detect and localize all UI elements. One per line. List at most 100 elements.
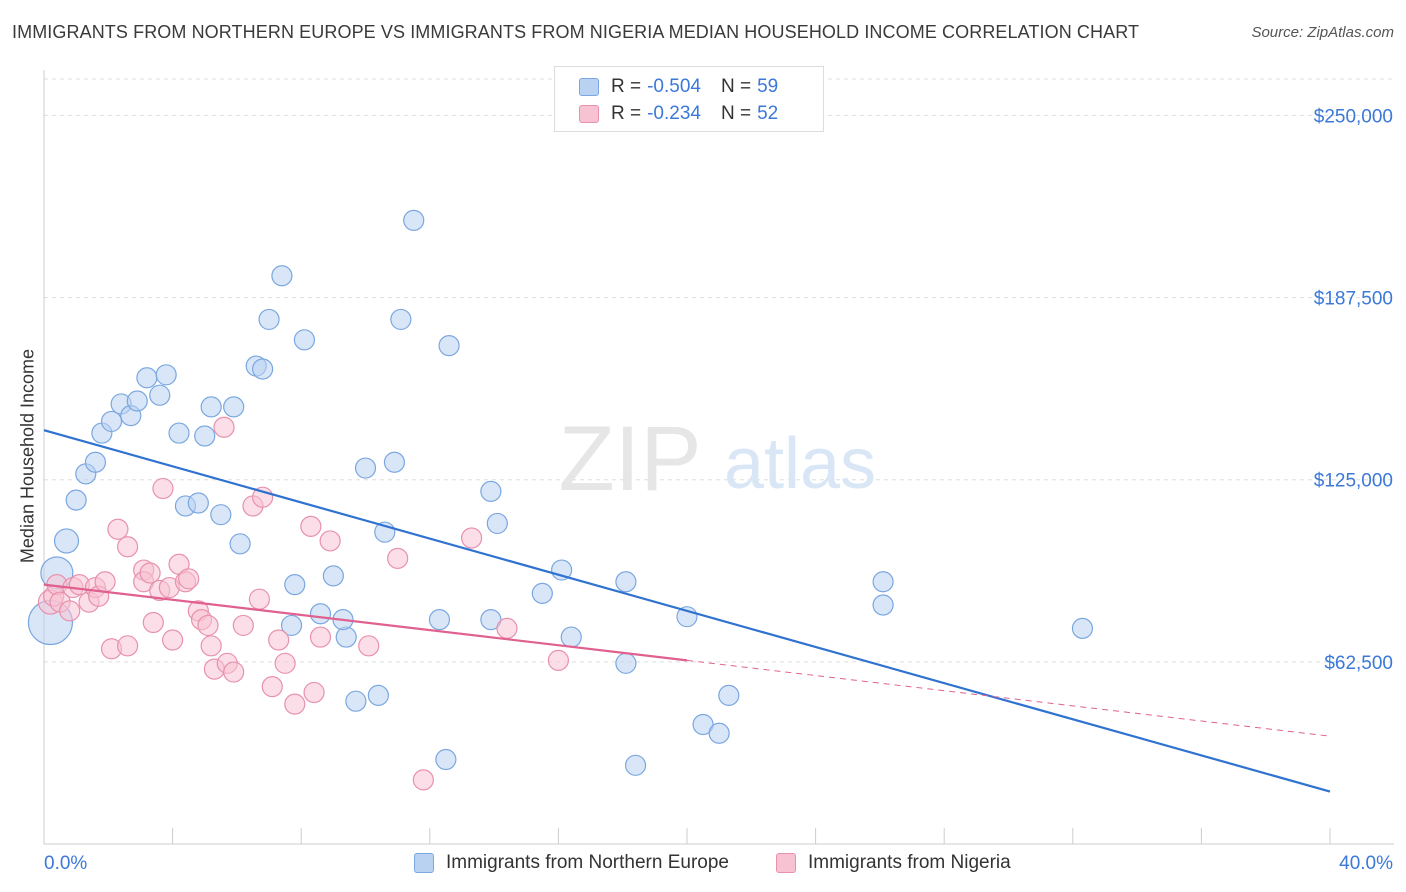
series-northern-europe <box>27 209 1094 776</box>
data-point <box>248 588 271 610</box>
data-point <box>274 652 296 674</box>
data-point <box>354 457 377 479</box>
data-point <box>162 629 184 651</box>
data-point <box>531 582 553 604</box>
data-point <box>345 690 367 712</box>
data-point <box>194 425 216 447</box>
data-point <box>309 626 332 648</box>
data-point <box>126 390 148 412</box>
data-point <box>284 574 306 596</box>
data-point <box>223 661 245 683</box>
data-point <box>280 614 303 637</box>
data-point <box>358 635 380 657</box>
data-point <box>155 364 177 386</box>
legend-row-northern-europe: R = -0.504 N = 59 <box>579 75 778 99</box>
data-point <box>284 693 306 715</box>
y-tick-label: $62,500 <box>1324 653 1393 674</box>
data-point <box>197 614 219 637</box>
data-point <box>480 608 502 631</box>
data-point <box>428 608 451 631</box>
data-point <box>496 617 518 639</box>
data-point <box>460 527 483 549</box>
gridlines <box>44 78 1394 663</box>
trendlines <box>43 429 1331 793</box>
data-point <box>100 410 123 433</box>
data-point <box>438 335 460 357</box>
data-point <box>387 547 409 570</box>
n-value: 59 <box>757 76 779 97</box>
data-point <box>319 530 341 552</box>
data-point <box>59 600 81 622</box>
legend-swatch-blue <box>579 78 599 96</box>
data-point <box>229 533 251 555</box>
data-point <box>116 536 139 558</box>
legend-swatch-blue <box>414 853 434 873</box>
data-point <box>187 492 209 514</box>
data-point <box>547 649 570 672</box>
chart-title: IMMIGRANTS FROM NORTHERN EUROPE VS IMMIG… <box>12 22 1140 42</box>
data-point <box>435 748 457 771</box>
data-point <box>1071 617 1094 639</box>
data-point <box>335 626 357 648</box>
data-point <box>303 681 325 704</box>
data-point <box>367 684 389 706</box>
data-point <box>708 722 730 744</box>
legend-item-nigeria: Immigrants from Nigeria <box>776 852 1011 874</box>
data-point <box>84 451 107 473</box>
r-value: -0.234 <box>647 103 701 124</box>
y-tick-label: $125,000 <box>1314 471 1393 492</box>
n-label: N = <box>720 76 752 97</box>
trendline <box>43 583 688 662</box>
source-label: Source: ZipAtlas.com <box>1251 24 1394 41</box>
legend-item-northern-europe: Immigrants from Northern Europe <box>414 852 729 874</box>
data-point <box>210 504 232 526</box>
data-point <box>94 571 116 593</box>
data-point <box>200 396 222 418</box>
data-point <box>692 713 714 736</box>
data-point <box>486 512 508 535</box>
trendline <box>43 429 1331 793</box>
r-value: -0.504 <box>647 76 701 97</box>
r-label: R = <box>611 76 642 97</box>
data-point <box>53 528 80 554</box>
data-point <box>168 422 190 444</box>
r-label: R = <box>611 103 642 124</box>
data-point <box>142 611 164 634</box>
data-point <box>65 489 87 511</box>
data-point <box>149 384 171 406</box>
data-point <box>872 571 894 593</box>
legend-label-northern-europe: Immigrants from Northern Europe <box>446 852 729 873</box>
n-value: 52 <box>757 103 779 124</box>
data-point <box>322 565 344 587</box>
data-point <box>178 568 200 590</box>
data-point <box>223 396 245 418</box>
data-point <box>152 477 174 500</box>
data-point <box>309 603 332 625</box>
watermark-atlas: atlas <box>724 424 876 504</box>
legend-label-nigeria: Immigrants from Nigeria <box>808 852 1011 873</box>
tick-labels: $62,500 $125,000 $187,500 $250,000 0.0% 40.0% <box>44 106 1393 874</box>
legend-swatch-pink <box>579 105 599 123</box>
data-point <box>560 626 582 648</box>
series-legend: Immigrants from Northern Europe Immigran… <box>0 852 1406 876</box>
data-point <box>390 308 412 331</box>
trendline <box>686 659 1331 737</box>
data-point <box>872 594 894 616</box>
data-point <box>268 629 290 651</box>
y-tick-label: $250,000 <box>1314 106 1393 127</box>
data-point <box>213 416 235 438</box>
data-point <box>615 652 637 674</box>
data-point <box>136 367 158 389</box>
data-point <box>293 329 316 351</box>
data-point <box>200 635 222 657</box>
data-point <box>718 684 740 706</box>
series-nigeria <box>37 416 570 791</box>
data-point <box>261 676 283 698</box>
data-point <box>139 562 161 584</box>
data-point <box>480 480 502 502</box>
data-point <box>252 358 274 380</box>
watermark-zip: ZIP <box>558 408 701 510</box>
data-point <box>624 754 647 776</box>
correlation-legend: R = -0.504 N = 59 R = -0.234 N = 52 <box>554 66 824 132</box>
